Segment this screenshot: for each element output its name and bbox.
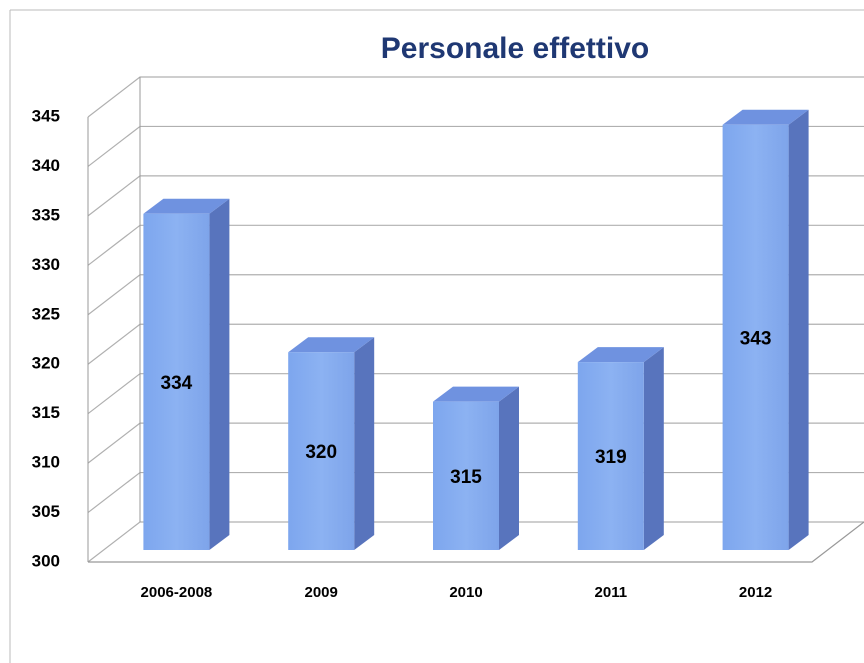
y-tick-label: 315 [32, 403, 60, 422]
data-label: 334 [161, 373, 193, 394]
bar-top [722, 109, 809, 125]
y-tick-label: 325 [32, 304, 60, 323]
y-tick-label: 310 [32, 453, 60, 472]
data-label: 319 [595, 447, 627, 468]
bar-top [288, 337, 375, 353]
data-label: 315 [450, 467, 482, 488]
bar-side [499, 386, 519, 550]
bar-side [788, 109, 809, 551]
bar [143, 213, 210, 550]
x-tick-label: 2011 [595, 584, 628, 601]
y-tick-label: 340 [32, 156, 60, 175]
floor-edge [88, 521, 864, 563]
data-label: 320 [305, 442, 337, 463]
y-tick-label: 335 [32, 205, 60, 224]
y-tick-label: 305 [32, 502, 60, 521]
bar-top [577, 347, 664, 363]
bar [577, 362, 644, 550]
bar [722, 124, 789, 551]
x-tick-label: 2012 [739, 584, 772, 601]
y-tick-label: 300 [32, 551, 60, 570]
bar-side [209, 198, 230, 550]
chart-title: Personale effettivo [381, 32, 649, 65]
data-label: 343 [740, 328, 772, 349]
y-tick-label: 330 [32, 255, 60, 274]
bar-top [433, 386, 519, 402]
bar [288, 352, 355, 550]
bar-top [143, 198, 230, 214]
bar-side [354, 337, 375, 550]
bar [433, 401, 499, 550]
x-tick-label: 2010 [449, 584, 482, 601]
bar-side [643, 347, 664, 550]
x-tick-label: 2009 [305, 584, 338, 601]
x-tick-label: 2006-2008 [141, 584, 213, 601]
y-tick-label: 345 [32, 106, 60, 125]
y-tick-label: 320 [32, 354, 60, 373]
